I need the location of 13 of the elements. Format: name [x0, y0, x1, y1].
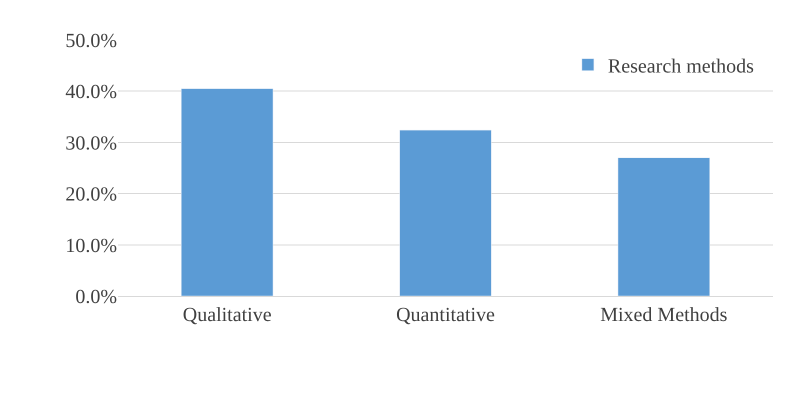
y-tick-label: 40.0%: [65, 81, 117, 104]
y-tick-label: 10.0%: [65, 234, 117, 257]
bar: [618, 158, 710, 296]
x-tick-label: Qualitative: [182, 304, 272, 326]
x-tick-label: Mixed Methods: [600, 304, 728, 326]
legend-label: Research methods: [608, 55, 754, 78]
y-tick-label: 30.0%: [65, 132, 117, 154]
y-tick-label: 0.0%: [75, 286, 117, 308]
y-tick-label: 50.0%: [65, 30, 117, 52]
bar: [399, 130, 492, 296]
bar: [181, 88, 274, 296]
x-tick-label: Quantitative: [396, 304, 496, 326]
y-tick-label: 20.0%: [65, 184, 117, 206]
